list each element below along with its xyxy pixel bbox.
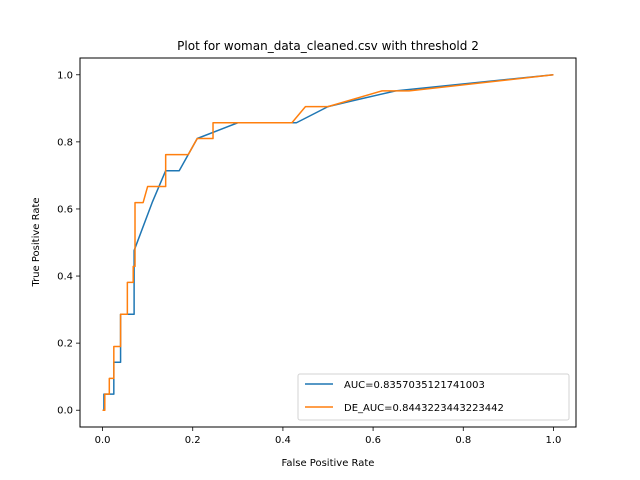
legend-label-de-auc: DE_AUC=0.8443223443223442 bbox=[344, 403, 504, 414]
x-tick-label: 0.6 bbox=[365, 435, 381, 446]
y-tick-label: 0.6 bbox=[57, 204, 73, 215]
x-tick-label: 0.8 bbox=[455, 435, 471, 446]
y-tick-label: 0.8 bbox=[57, 137, 73, 148]
legend-label-auc: AUC=0.8357035121741003 bbox=[344, 380, 485, 391]
y-axis-ticks: 0.0 0.2 0.4 0.6 0.8 1.0 bbox=[57, 70, 80, 417]
series-line-0 bbox=[102, 74, 554, 411]
x-axis-ticks: 0.0 0.2 0.4 0.6 0.8 1.0 bbox=[95, 427, 562, 446]
y-axis-label: True Positive Rate bbox=[31, 197, 42, 287]
x-tick-label: 1.0 bbox=[546, 435, 562, 446]
chart-title: Plot for woman_data_cleaned.csv with thr… bbox=[177, 39, 479, 53]
plot-frame bbox=[79, 57, 577, 428]
x-tick-label: 0.4 bbox=[275, 435, 291, 446]
y-tick-label: 1.0 bbox=[57, 70, 73, 81]
x-tick-label: 0.0 bbox=[95, 435, 111, 446]
series-line-1 bbox=[102, 74, 554, 411]
y-tick-label: 0.0 bbox=[57, 406, 73, 417]
x-tick-label: 0.2 bbox=[185, 435, 201, 446]
y-tick-label: 0.4 bbox=[57, 272, 73, 283]
legend: AUC=0.8357035121741003 DE_AUC=0.84432234… bbox=[297, 373, 570, 421]
x-axis-label: False Positive Rate bbox=[282, 458, 375, 469]
legend-box bbox=[297, 373, 570, 421]
plot-lines bbox=[102, 74, 554, 411]
y-tick-label: 0.2 bbox=[57, 339, 73, 350]
